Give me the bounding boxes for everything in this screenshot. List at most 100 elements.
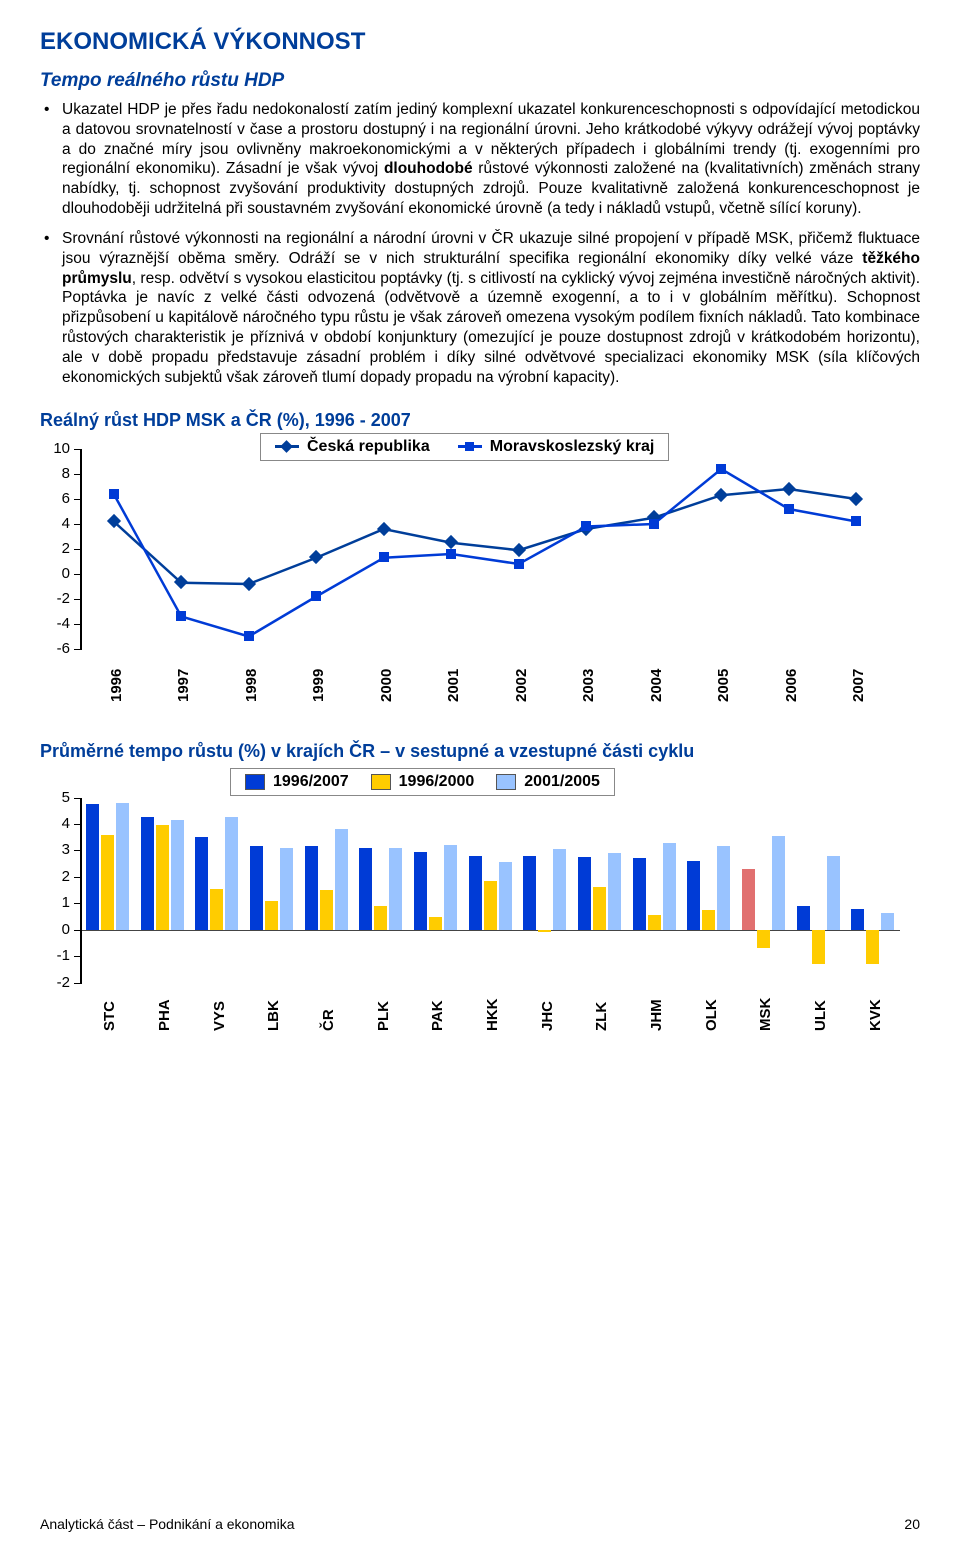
y-axis-label: 0	[42, 921, 70, 938]
bar	[648, 915, 661, 930]
x-axis-label: OLK	[703, 999, 720, 1031]
x-axis-label: MSK	[757, 997, 774, 1030]
y-axis-label: 6	[42, 490, 70, 507]
bar	[225, 817, 238, 929]
x-axis-label: 1998	[243, 668, 260, 701]
bar	[499, 862, 512, 929]
bar	[772, 836, 785, 930]
bullet-item: Srovnání růstové výkonnosti na regionáln…	[40, 229, 920, 388]
bar	[812, 930, 825, 964]
bar	[687, 861, 700, 930]
bar-chart-legend: 1996/2007 1996/2000 2001/2005	[230, 768, 615, 796]
x-axis-label: ZLK	[593, 1001, 610, 1030]
bar	[578, 857, 591, 930]
y-axis-label: -2	[42, 974, 70, 991]
bar	[757, 930, 770, 949]
bar	[171, 820, 184, 930]
page-title: EKONOMICKÁ VÝKONNOST	[40, 28, 920, 56]
bar	[210, 889, 223, 930]
bar	[389, 848, 402, 930]
bar-chart: 1996/2007 1996/2000 2001/2005 -2-1012345…	[40, 768, 920, 1048]
bar	[86, 804, 99, 930]
y-axis-label: 2	[42, 540, 70, 557]
footer-right: 20	[904, 1516, 920, 1532]
legend-label: 1996/2000	[399, 773, 475, 791]
bar	[305, 846, 318, 929]
data-point	[784, 504, 794, 514]
y-axis-label: 5	[42, 789, 70, 806]
bar	[280, 848, 293, 930]
data-point	[514, 559, 524, 569]
data-point	[379, 552, 389, 562]
line-chart: Česká republika Moravskoslezský kraj -6-…	[40, 439, 920, 719]
bar	[444, 845, 457, 930]
data-point	[311, 591, 321, 601]
bar	[374, 906, 387, 930]
legend-label: 2001/2005	[524, 773, 600, 791]
x-axis-label: VYS	[211, 1001, 228, 1031]
bar	[429, 917, 442, 930]
data-point	[716, 464, 726, 474]
y-axis-label: 10	[42, 440, 70, 457]
data-point	[176, 611, 186, 621]
data-point	[109, 489, 119, 499]
x-axis-label: ČR	[320, 1009, 337, 1031]
x-axis-label: LBK	[265, 1000, 282, 1031]
bar	[359, 848, 372, 930]
y-axis-label: -4	[42, 615, 70, 632]
y-axis-label: -6	[42, 640, 70, 657]
x-axis-label: PLK	[375, 1001, 392, 1031]
bar	[265, 901, 278, 930]
legend-label: 1996/2007	[273, 773, 349, 791]
bar	[593, 887, 606, 929]
chart1-title: Reálný růst HDP MSK a ČR (%), 1996 - 200…	[40, 410, 920, 431]
bar	[414, 852, 427, 930]
x-axis-label: 2000	[378, 668, 395, 701]
y-axis-label: 4	[42, 515, 70, 532]
bar	[484, 881, 497, 930]
x-axis-label: JHM	[648, 999, 665, 1031]
x-axis-label: 2004	[648, 668, 665, 701]
x-axis-label: KVK	[867, 999, 884, 1031]
data-point	[851, 516, 861, 526]
bar	[717, 846, 730, 929]
chart2-title: Průměrné tempo růstu (%) v krajích ČR – …	[40, 741, 920, 762]
bar	[866, 930, 879, 964]
data-point	[581, 521, 591, 531]
y-axis-label: 2	[42, 868, 70, 885]
bar	[742, 869, 755, 930]
y-axis-label: 4	[42, 815, 70, 832]
bar	[608, 853, 621, 930]
data-point	[649, 519, 659, 529]
x-axis-label: JHC	[539, 1001, 556, 1031]
x-axis-label: PAK	[429, 1000, 446, 1031]
bar	[195, 837, 208, 930]
y-axis-label: 3	[42, 841, 70, 858]
x-axis-label: HKK	[484, 998, 501, 1031]
y-axis-label: -1	[42, 947, 70, 964]
bar	[335, 829, 348, 929]
bar	[553, 849, 566, 930]
bar	[469, 856, 482, 930]
x-axis-label: STC	[101, 1001, 118, 1031]
section-title: Tempo reálného růstu HDP	[40, 70, 920, 92]
line-plot-area	[80, 449, 890, 649]
footer-left: Analytická část – Podnikání a ekonomika	[40, 1516, 294, 1532]
bullet-list: Ukazatel HDP je přes řadu nedokonalostí …	[40, 100, 920, 388]
x-axis-label: 2002	[513, 668, 530, 701]
x-axis-label: 1997	[175, 668, 192, 701]
bullet-item: Ukazatel HDP je přes řadu nedokonalostí …	[40, 100, 920, 219]
x-axis-label: 2006	[783, 668, 800, 701]
x-axis-label: ULK	[812, 1000, 829, 1031]
bar	[523, 856, 536, 930]
x-axis-label: 2005	[715, 668, 732, 701]
bar	[250, 846, 263, 929]
y-axis-label: 0	[42, 565, 70, 582]
bar-plot-area	[80, 798, 900, 983]
x-axis-label: 2007	[850, 668, 867, 701]
page-footer: Analytická část – Podnikání a ekonomika …	[40, 1516, 920, 1532]
bar	[797, 906, 810, 930]
bar	[320, 890, 333, 930]
bar	[851, 909, 864, 930]
bar	[116, 803, 129, 930]
